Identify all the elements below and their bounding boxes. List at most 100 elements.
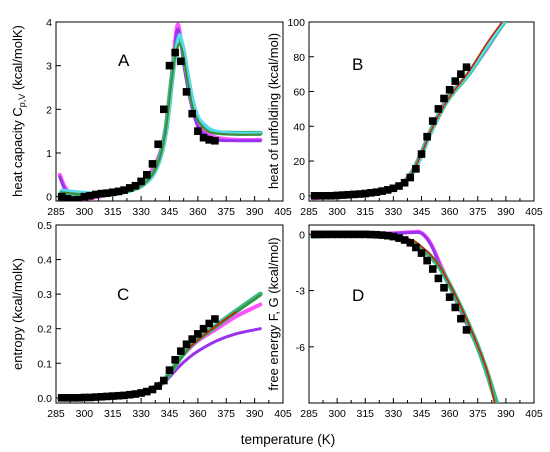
y-tick-label: 0.3: [37, 289, 52, 301]
data-marker: [97, 392, 106, 401]
y-axis-label-unit: (kcal/molK): [10, 25, 25, 94]
x-tick-label: 405: [525, 206, 543, 218]
data-marker: [211, 315, 219, 323]
data-marker: [177, 347, 185, 355]
y-tick-label: 0.0: [37, 393, 52, 405]
y-axis-label-text: free energy F, G (kcal/mol): [266, 237, 281, 390]
data-marker: [344, 230, 353, 239]
panel-label: A: [118, 51, 130, 70]
data-marker: [355, 230, 364, 239]
data-marker: [383, 186, 392, 194]
y-tick-label: 4: [46, 17, 52, 29]
data-marker: [91, 190, 100, 199]
data-marker: [462, 326, 471, 334]
y-axis-label-subscript: p,V: [17, 94, 27, 108]
series-lines: [310, 229, 499, 403]
data-marker: [400, 236, 409, 244]
data-marker: [148, 160, 157, 168]
data-marker: [322, 230, 330, 239]
x-tick-label: 315: [356, 408, 374, 420]
x-tick-label: 330: [132, 206, 150, 218]
panel-c: 285 300 315 330 345 360 375 390 405 0.0 0.1 0.2 0.3 0…: [10, 220, 292, 420]
data-marker: [199, 324, 208, 333]
data-marker: [367, 189, 375, 197]
y-tick-label: 0.4: [37, 255, 52, 267]
data-marker: [194, 127, 202, 135]
data-marker: [57, 394, 66, 402]
y-tick-label: 40: [293, 121, 305, 133]
x-tick-label: 315: [104, 206, 122, 218]
data-marker: [445, 293, 454, 301]
series-line-magenta: [310, 22, 506, 201]
data-marker: [451, 303, 460, 312]
data-marker: [131, 390, 140, 398]
x-tick-label: 285: [47, 408, 65, 420]
series-line-green: [310, 22, 507, 200]
y-axis-label-text: heat of unfolding (kcal/mol): [266, 33, 281, 189]
data-marker: [211, 136, 219, 145]
x-tick-label: 285: [47, 206, 65, 218]
data-marker: [457, 314, 465, 323]
x-tick-label: 330: [385, 408, 403, 420]
data-marker: [194, 330, 202, 338]
data-marker: [97, 189, 106, 198]
data-marker: [417, 150, 426, 158]
x-tick-label: 285: [300, 206, 318, 218]
y-tick-label: 60: [293, 87, 305, 99]
data-marker: [69, 196, 77, 201]
data-marker: [389, 184, 398, 193]
data-marker: [120, 391, 128, 400]
data-marker: [188, 109, 196, 118]
x-tick-label: 405: [274, 206, 292, 218]
data-marker: [338, 230, 347, 239]
data-marker: [63, 394, 72, 402]
data-marker: [451, 77, 460, 85]
series-line-purple: [311, 230, 498, 403]
data-marker: [378, 231, 386, 239]
data-marker: [137, 177, 145, 186]
data-marker: [434, 274, 443, 283]
data-marker: [327, 230, 336, 239]
plot-frame: [308, 21, 535, 202]
x-tick-label: 360: [441, 408, 459, 420]
data-marker: [389, 232, 398, 241]
data-marker: [171, 355, 179, 364]
data-markers: [57, 48, 219, 201]
data-marker: [417, 249, 426, 257]
data-marker: [350, 230, 358, 239]
x-tick-label: 375: [217, 206, 235, 218]
data-marker: [322, 191, 330, 200]
data-marker: [165, 61, 174, 70]
x-tick-label: 300: [328, 206, 346, 218]
series-line-red: [187, 311, 237, 350]
data-marker: [428, 265, 437, 273]
x-tick-label: 360: [441, 206, 459, 218]
y-tick-label: -6: [296, 342, 305, 354]
data-marker: [333, 230, 341, 239]
x-tick-label: 300: [76, 408, 94, 420]
panel-label: B: [352, 55, 363, 74]
x-tick-label: 300: [76, 206, 94, 218]
data-marker: [199, 133, 208, 142]
data-marker: [412, 165, 420, 173]
y-axis-label: heat of unfolding (kcal/mol): [266, 33, 281, 189]
series-line-cyan: [311, 22, 506, 200]
data-marker: [125, 390, 134, 399]
y-axis-label: entropy (kcal/molK): [10, 258, 25, 370]
x-tick-label: 375: [469, 206, 487, 218]
data-marker: [143, 387, 151, 396]
x-tick-label: 345: [161, 408, 179, 420]
x-tick-label: 360: [189, 206, 207, 218]
y-tick-label: 2: [46, 104, 52, 116]
data-marker: [440, 94, 448, 103]
y-tick-label: 0: [46, 192, 52, 204]
panel-label: C: [117, 285, 129, 304]
series-line-cyan: [60, 33, 262, 195]
x-tick-label: 285: [300, 408, 318, 420]
data-marker: [103, 189, 111, 197]
data-marker: [148, 385, 157, 394]
data-marker: [406, 239, 415, 247]
x-tick-label: 315: [356, 206, 374, 218]
y-tick-label: 0: [299, 191, 305, 203]
